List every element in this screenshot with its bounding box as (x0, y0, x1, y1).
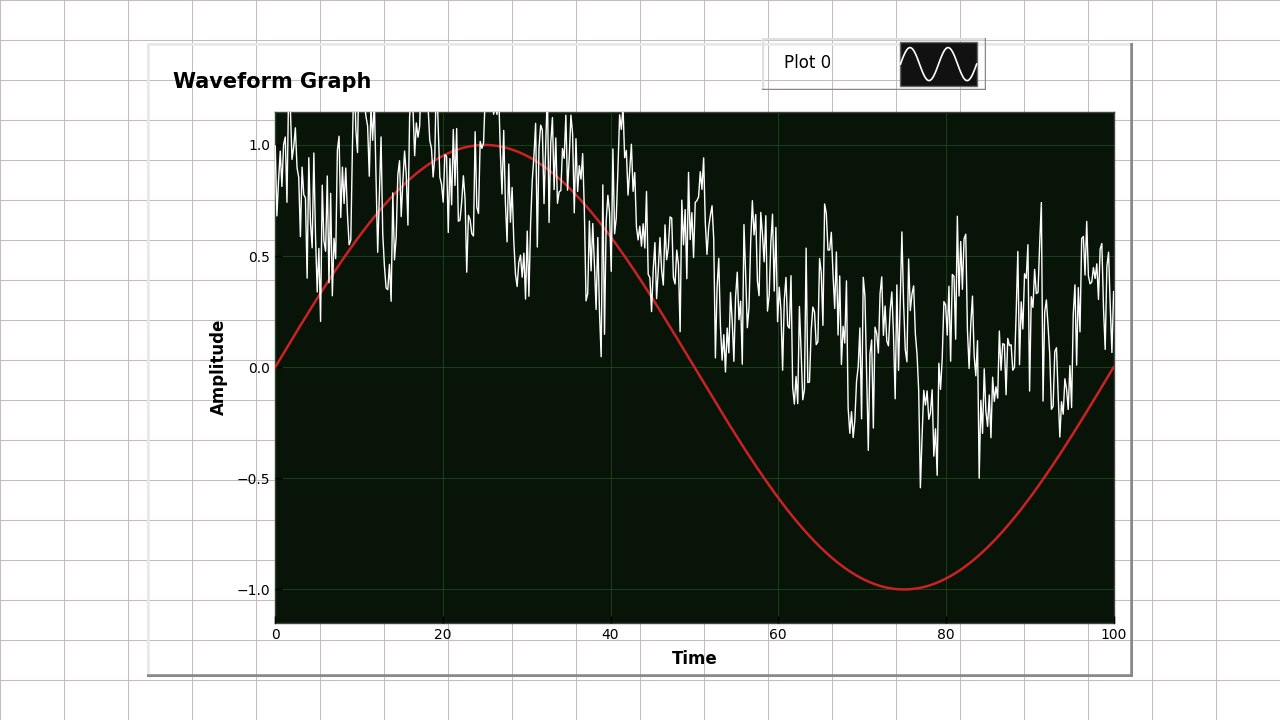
Bar (901, 42, 977, 86)
X-axis label: Time: Time (672, 650, 717, 668)
Y-axis label: Amplitude: Amplitude (210, 319, 228, 415)
Text: Plot 0: Plot 0 (783, 54, 831, 72)
Text: Waveform Graph: Waveform Graph (173, 72, 371, 92)
